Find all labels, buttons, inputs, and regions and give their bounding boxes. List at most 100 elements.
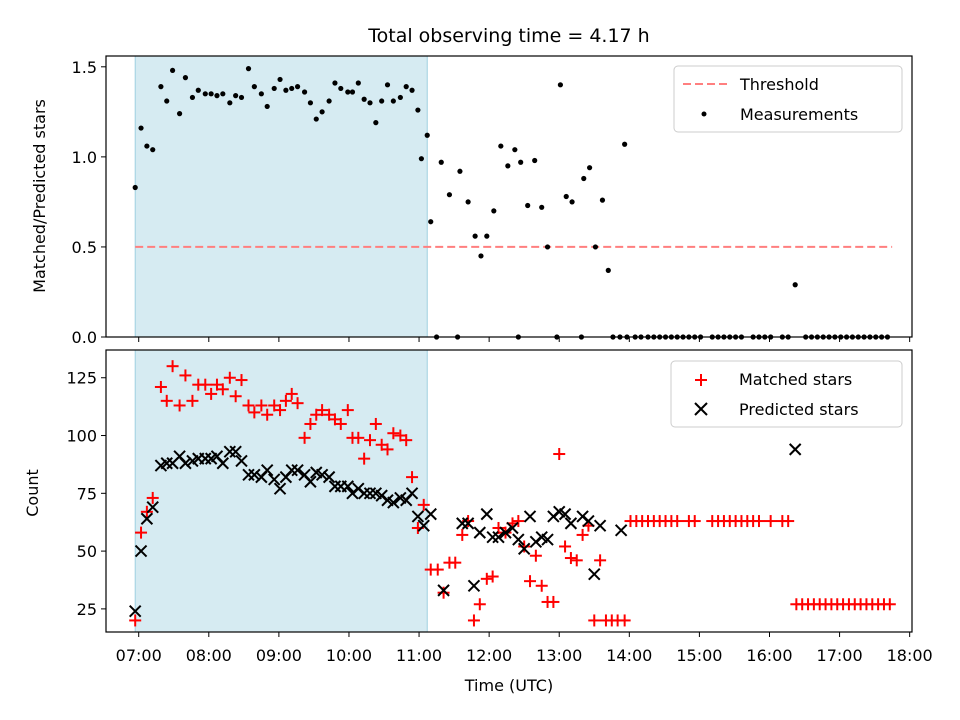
legend-matched-label: Matched stars: [739, 370, 852, 389]
predicted-star-point: [417, 519, 430, 532]
matched-star-point: [570, 554, 583, 567]
measurement-point: [424, 132, 430, 138]
measurement-point: [465, 199, 471, 205]
matched-star-point: [764, 515, 777, 528]
predicted-star-point: [541, 533, 554, 546]
predicted-star-point: [134, 544, 148, 558]
predicted-star-point: [405, 487, 419, 500]
measurement-point: [227, 100, 233, 106]
bottom-legend: Matched stars Predicted stars: [670, 360, 903, 428]
measurement-point: [349, 89, 356, 95]
measurement-point: [390, 98, 396, 104]
matched-star-point: [456, 528, 469, 541]
x-tick-label: 13:00: [536, 646, 582, 665]
measurement-point: [289, 85, 295, 92]
x-tick-label: 14:00: [606, 646, 652, 665]
measurement-point: [202, 91, 208, 97]
predicted-star-point: [322, 470, 336, 484]
measurement-point: [150, 147, 156, 153]
measurement-point: [251, 84, 257, 90]
legend-predicted-label: Predicted stars: [739, 400, 859, 419]
x-tick-label: 15:00: [676, 646, 722, 665]
measurement-point: [409, 87, 415, 93]
matched-star-point: [358, 452, 371, 465]
measurement-point: [569, 199, 575, 205]
measurement-point: [622, 141, 628, 147]
predicted-star-point: [588, 568, 601, 581]
x-axis-label: Time (UTC): [464, 676, 553, 695]
predicted-star-point: [242, 468, 255, 482]
matched-star-point: [431, 563, 444, 576]
predicted-star-point: [235, 454, 248, 468]
matched-star-point: [518, 540, 531, 553]
matched-star-point: [274, 404, 287, 417]
predicted-star-point: [285, 463, 298, 477]
top-y-tick-label: 1.5: [72, 58, 97, 77]
top-panel: 0.0 0.5 1.0 1.5 Matched/Predicted stars Thr…: [30, 55, 913, 347]
matched-star-point: [186, 394, 199, 407]
matched-star-point: [298, 431, 311, 444]
measurement-point: [208, 91, 214, 97]
matched-star-point: [199, 378, 212, 391]
measurement-point: [138, 125, 144, 131]
bottom-y-tick-label: 50: [77, 542, 97, 561]
measurement-point: [238, 94, 245, 101]
measurement-point: [319, 109, 325, 115]
measurement-point: [563, 193, 569, 200]
matched-star-point: [529, 549, 542, 562]
measurement-point: [361, 96, 367, 102]
predicted-star-point: [315, 468, 329, 482]
predicted-star-point: [128, 604, 142, 618]
matched-star-point: [381, 443, 394, 456]
x-tick-label: 18:00: [887, 646, 933, 665]
matched-star-point: [248, 406, 261, 419]
matched-star-point: [564, 552, 577, 565]
predicted-star-point: [499, 526, 512, 539]
measurement-point: [233, 93, 239, 99]
matched-star-point: [576, 528, 589, 541]
measurement-point: [258, 91, 264, 97]
predicted-star-point: [456, 517, 469, 530]
predicted-star-point: [216, 457, 230, 470]
measurement-point: [132, 184, 138, 191]
measurement-point: [418, 156, 424, 162]
predicted-star-point: [223, 445, 237, 458]
predicted-star-point: [357, 487, 371, 500]
bottom-y-tick-label: 100: [66, 427, 97, 446]
matched-star-point: [594, 554, 607, 567]
matched-star-point: [417, 498, 430, 511]
x-tick-label: 11:00: [396, 646, 442, 665]
matched-star-point: [242, 399, 255, 412]
matched-star-point: [235, 374, 248, 387]
measurement-point: [220, 91, 226, 97]
predicted-star-point: [387, 496, 400, 509]
x-tick-label: 10:00: [326, 646, 372, 665]
predicted-star-point: [411, 510, 425, 523]
matched-star-point: [486, 570, 499, 583]
measurement-point: [428, 219, 434, 225]
predicted-star-point: [506, 521, 519, 535]
measurement-point: [214, 93, 220, 99]
matched-star-point: [223, 371, 236, 384]
top-legend-box: [673, 65, 903, 133]
predicted-star-point: [273, 482, 287, 495]
predicted-star-point: [179, 457, 192, 470]
matched-star-point: [255, 399, 268, 412]
matched-star-point: [782, 515, 795, 528]
measurement-point: [605, 267, 611, 273]
x-tick-label: 09:00: [256, 646, 302, 665]
measurement-point: [491, 208, 497, 214]
matched-star-point: [146, 491, 159, 504]
matched-star-point: [588, 614, 601, 627]
measurement-point: [478, 253, 484, 259]
measurement-point: [379, 98, 385, 104]
bottom-y-tick-label: 125: [66, 369, 97, 388]
matched-star-point: [341, 404, 354, 417]
measurement-point: [373, 120, 379, 126]
matched-star-point: [369, 417, 382, 430]
measurement-point: [169, 67, 176, 74]
measurement-point: [326, 98, 332, 104]
x-tick-label: 08:00: [186, 646, 232, 665]
measurement-point: [144, 143, 150, 149]
matched-star-point: [480, 572, 493, 585]
